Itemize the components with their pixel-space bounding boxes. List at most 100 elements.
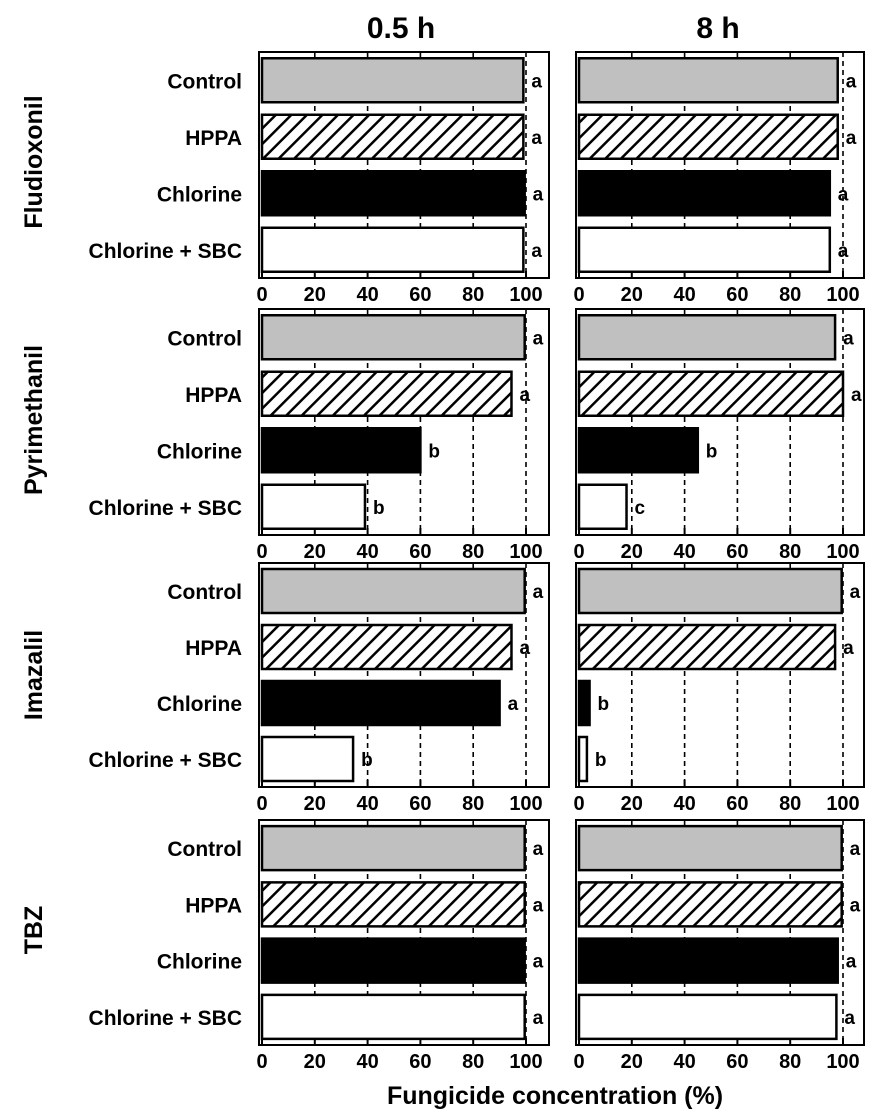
significance-letter: a: [533, 184, 544, 205]
bar-hppa: [577, 881, 843, 928]
x-tick-label: 100: [509, 793, 542, 815]
bar-chlorine-sbc: [577, 993, 838, 1041]
category-label: Control: [167, 838, 242, 861]
x-tick-label: 20: [304, 284, 326, 306]
bar-chlorine-sbc: [260, 993, 526, 1041]
significance-letter: b: [428, 441, 440, 462]
x-tick-label: 0: [256, 1051, 267, 1073]
category-label: Chlorine + SBC: [89, 749, 242, 772]
bar-hppa: [577, 623, 837, 671]
bar-control: [260, 314, 526, 361]
bar-control: [260, 57, 525, 104]
x-tick-label: 40: [673, 541, 695, 563]
category-label: HPPA: [185, 637, 242, 660]
bar-chlorine-sbc: [260, 483, 367, 530]
category-label: Chlorine: [157, 951, 242, 974]
significance-letter: a: [508, 694, 519, 715]
x-tick-label: 60: [726, 541, 748, 563]
bar-hppa: [260, 113, 525, 160]
x-tick-label: 80: [462, 284, 484, 306]
significance-letter: a: [519, 385, 530, 406]
significance-letter: a: [533, 895, 544, 916]
column-title-1: 8 h: [696, 12, 739, 45]
x-tick-label: 100: [826, 1051, 859, 1073]
bar-chlorine-sbc: [577, 735, 589, 783]
x-tick-label: 20: [621, 1051, 643, 1073]
bar-hppa: [260, 881, 526, 928]
bar-control: [577, 824, 843, 872]
x-tick-label: 20: [621, 541, 643, 563]
x-tick-label: 100: [509, 284, 542, 306]
significance-letter: a: [850, 895, 861, 916]
x-tick-label: 0: [573, 1051, 584, 1073]
x-tick-label: 80: [779, 541, 801, 563]
significance-letter: c: [635, 498, 646, 519]
significance-letter: a: [519, 638, 530, 659]
x-tick-label: 80: [779, 1051, 801, 1073]
significance-letter: a: [850, 839, 861, 860]
category-label: Chlorine + SBC: [89, 497, 242, 520]
x-axis-label: Fungicide concentration (%): [387, 1082, 723, 1110]
x-tick-label: 40: [356, 1051, 378, 1073]
x-tick-label: 0: [256, 541, 267, 563]
panel-7: 0 20 40 60 80 100 a a a a: [573, 819, 865, 1073]
x-tick-label: 40: [673, 1051, 695, 1073]
significance-letter: b: [595, 750, 607, 771]
x-tick-label: 40: [673, 793, 695, 815]
bar-control: [577, 567, 843, 615]
bar-chlorine: [260, 679, 501, 727]
category-label: Control: [167, 327, 242, 350]
significance-letter: a: [531, 241, 542, 262]
bar-chlorine: [260, 170, 526, 217]
bar-chlorine-sbc: [577, 483, 628, 530]
x-tick-label: 40: [356, 793, 378, 815]
category-label: HPPA: [185, 894, 242, 917]
row-title-1: Pyrimethanil: [20, 345, 48, 495]
panel-2: 0 20 40 60 80 100 a a b b Control HPPA Chlorine Chlor…: [89, 308, 550, 563]
x-tick-label: 0: [256, 793, 267, 815]
significance-letter: a: [851, 385, 862, 406]
category-label: HPPA: [185, 384, 242, 407]
x-tick-label: 60: [409, 284, 431, 306]
significance-letter: a: [533, 328, 544, 349]
category-label: Chlorine: [157, 440, 242, 463]
significance-letter: a: [843, 638, 854, 659]
category-label: HPPA: [185, 127, 242, 150]
bar-chlorine: [577, 427, 700, 474]
x-tick-label: 60: [726, 1051, 748, 1073]
x-tick-label: 80: [462, 793, 484, 815]
x-tick-label: 60: [409, 541, 431, 563]
bar-chlorine: [577, 937, 839, 984]
bar-hppa: [260, 370, 513, 417]
x-tick-label: 100: [509, 541, 542, 563]
significance-letter: a: [850, 582, 861, 603]
significance-letter: a: [846, 128, 857, 149]
row-title-2: Imazalil: [20, 630, 48, 720]
significance-letter: a: [531, 71, 542, 92]
x-tick-label: 20: [621, 793, 643, 815]
x-tick-label: 100: [509, 1051, 542, 1073]
x-tick-label: 80: [462, 1051, 484, 1073]
bar-chlorine: [260, 427, 422, 474]
panels-group: 0 20 40 60 80 100 a a a a Control HPPA Chlorine Chlor…: [89, 51, 865, 1073]
bar-chlorine: [260, 937, 526, 984]
panel-0: 0 20 40 60 80 100 a a a a Control HPPA Chlorine Chlor…: [89, 51, 550, 306]
bar-chlorine-sbc: [260, 226, 525, 273]
significance-letter: b: [373, 498, 385, 519]
category-label: Chlorine + SBC: [89, 1007, 242, 1030]
significance-letter: a: [533, 582, 544, 603]
x-tick-label: 40: [673, 284, 695, 306]
category-label: Chlorine + SBC: [89, 240, 242, 263]
x-tick-label: 20: [304, 1051, 326, 1073]
row-title-0: Fludioxonil: [20, 95, 48, 228]
x-tick-label: 80: [779, 284, 801, 306]
x-tick-label: 20: [304, 541, 326, 563]
x-tick-label: 60: [409, 793, 431, 815]
x-tick-label: 0: [573, 284, 584, 306]
bar-hppa: [577, 370, 845, 417]
bar-control: [577, 57, 839, 104]
x-tick-label: 60: [726, 793, 748, 815]
significance-letter: b: [706, 441, 718, 462]
panel-1: 0 20 40 60 80 100 a a a a: [573, 51, 865, 306]
category-label: Chlorine: [157, 693, 242, 716]
